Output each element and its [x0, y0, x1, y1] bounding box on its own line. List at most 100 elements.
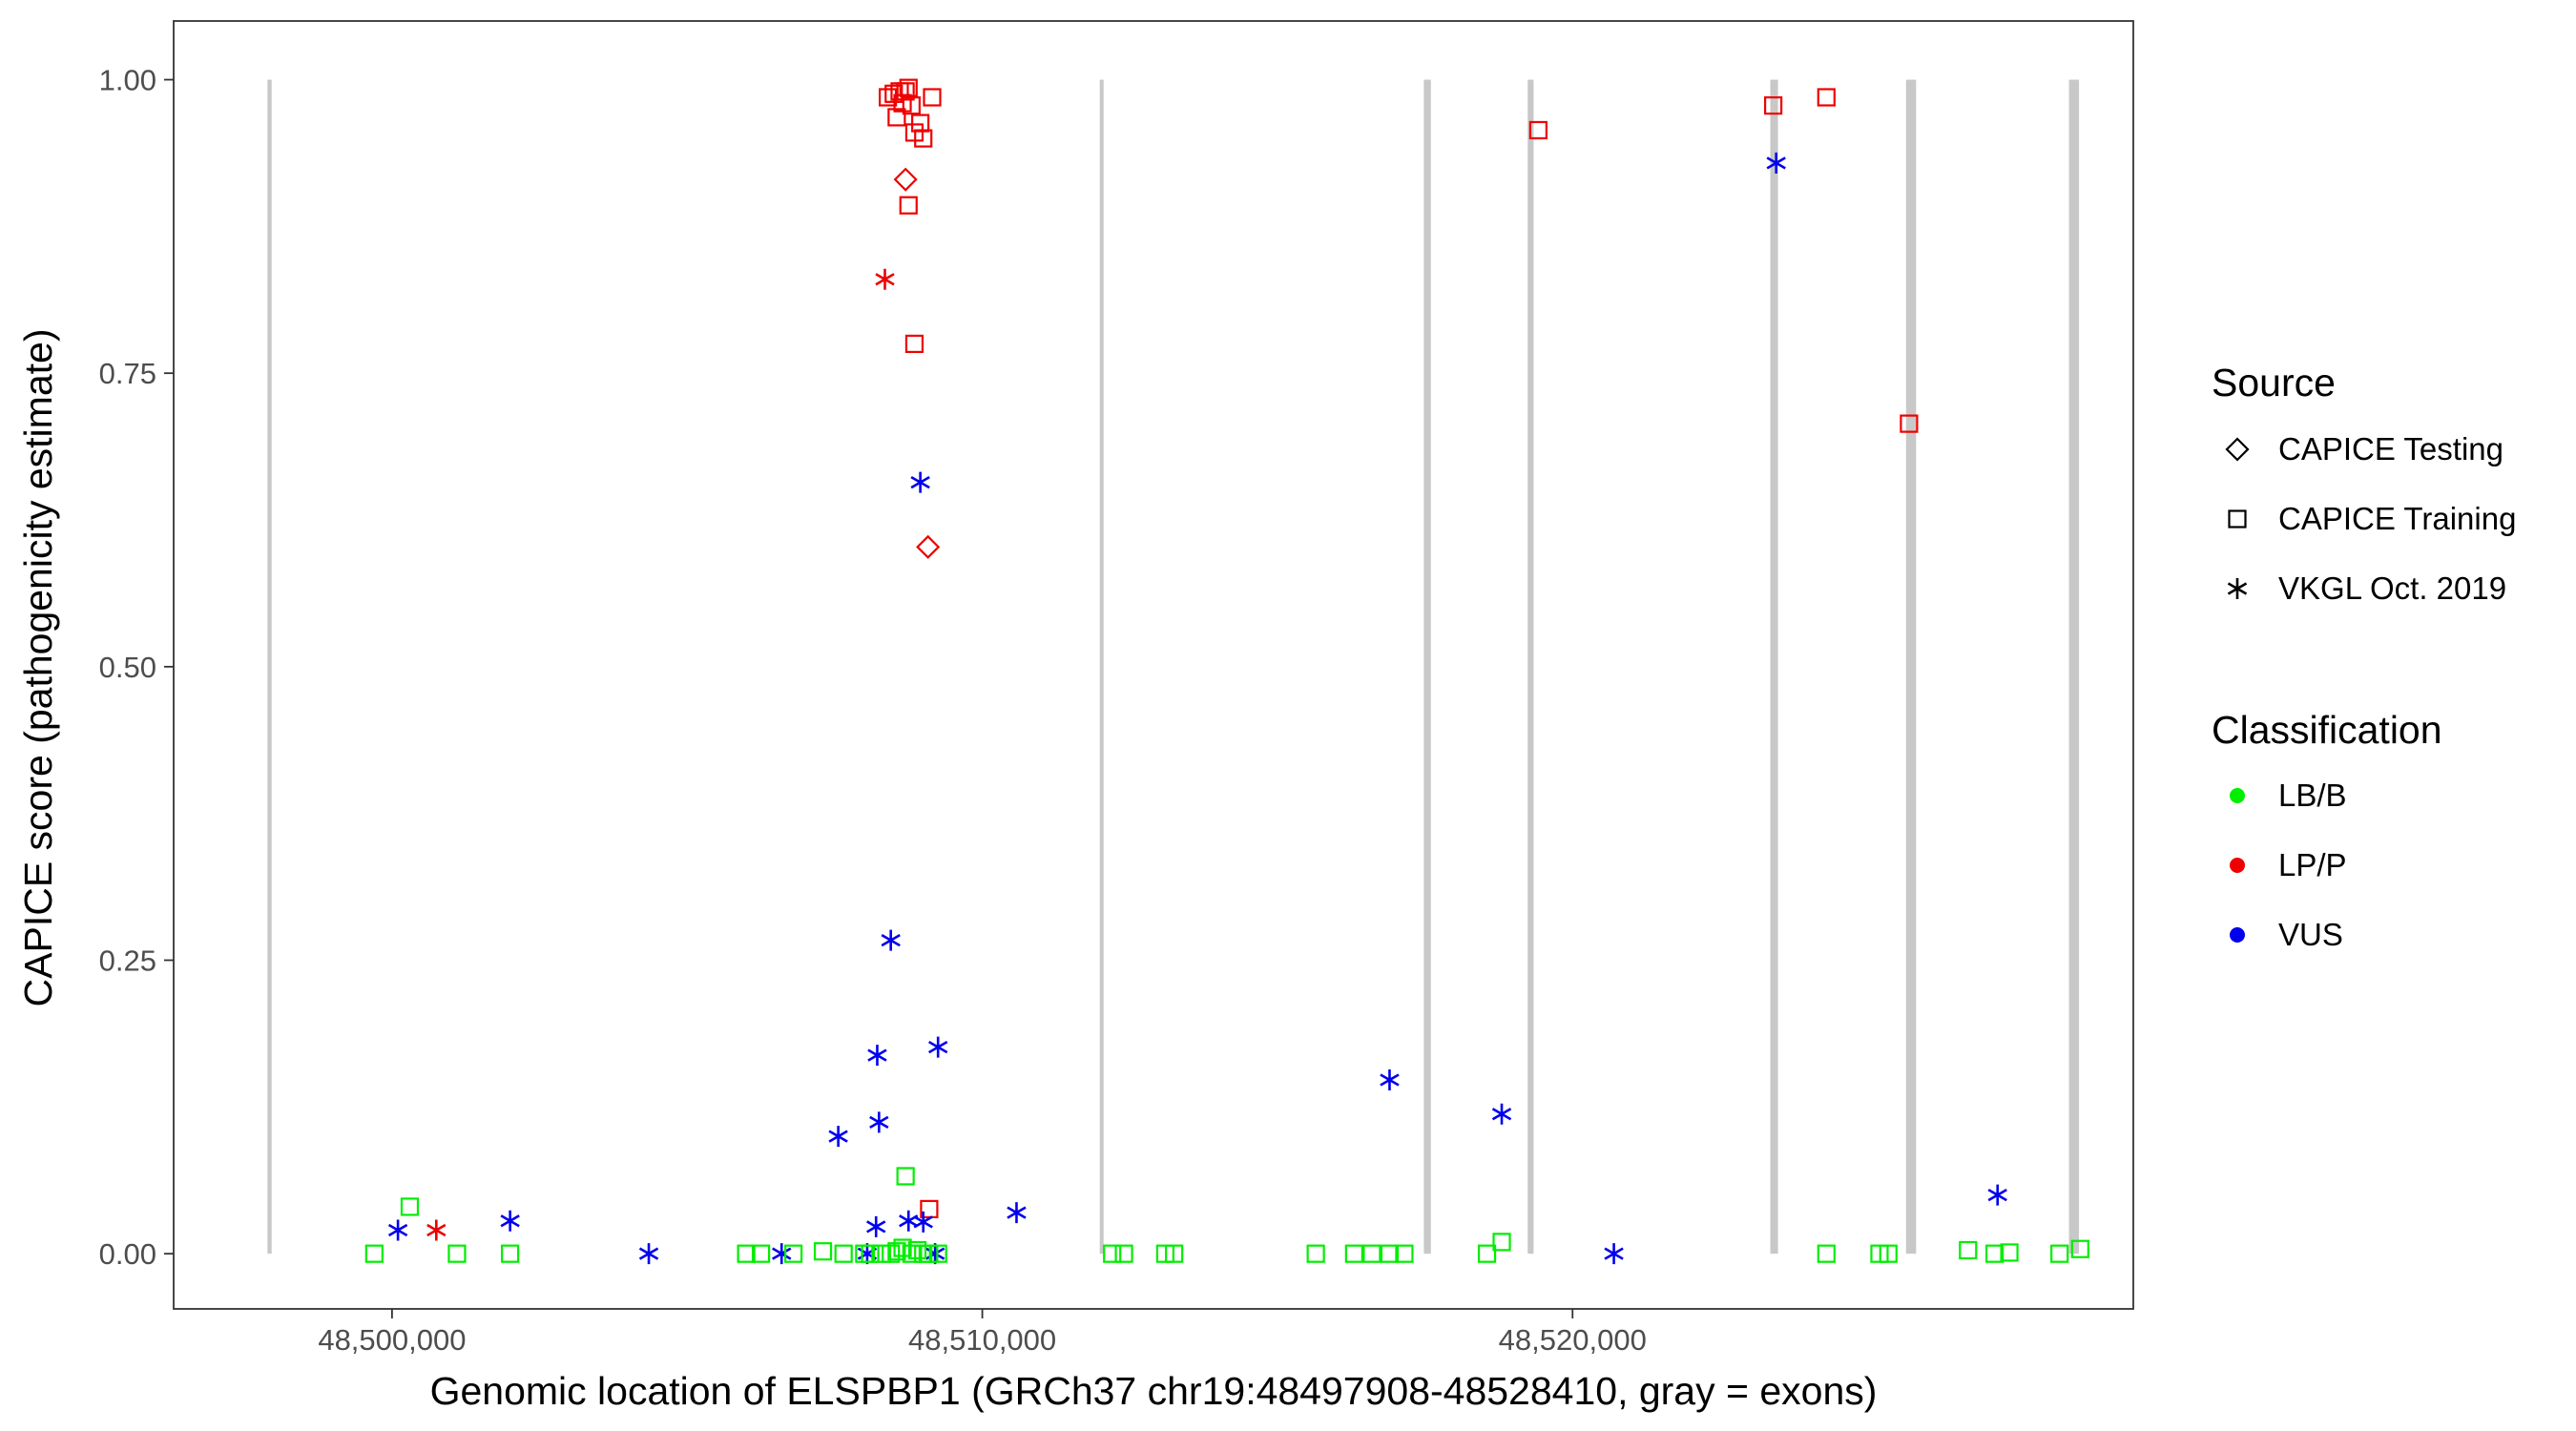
x-tick-label: 48,520,000 — [1499, 1323, 1647, 1357]
legend-class-key — [2230, 788, 2245, 803]
point-diamond-lpp — [893, 167, 918, 192]
point-square-lbb — [813, 1242, 833, 1261]
point-square-lbb — [2000, 1243, 2019, 1262]
point-asterisk-vus — [1766, 152, 1786, 174]
point-square-lbb — [1344, 1244, 1363, 1263]
legend-class-label: LB/B — [2278, 778, 2347, 813]
exon-band-5 — [1770, 79, 1778, 1255]
point-square-lbb — [907, 1240, 927, 1260]
y-axis: 0.00 0.25 0.50 0.75 1.00 — [99, 64, 174, 1271]
legend: Source CAPICE Testing CAPICE Training VKGL … — [2212, 361, 2516, 952]
point-square-lbb — [1959, 1240, 1978, 1260]
point-square-lbb — [1362, 1244, 1381, 1263]
point-asterisk-vus — [866, 1215, 886, 1237]
point-square-lpp — [914, 129, 933, 148]
point-square-lbb — [928, 1244, 947, 1263]
legend-classification-title: Classification — [2212, 708, 2442, 752]
point-square-lpp — [1900, 414, 1919, 433]
point-square-lbb — [1477, 1244, 1497, 1263]
exon-band-4 — [1527, 79, 1534, 1255]
point-square-lbb — [1395, 1244, 1414, 1263]
point-square-lbb — [1103, 1244, 1122, 1263]
point-asterisk-vus — [500, 1210, 520, 1232]
legend-class-key — [2230, 927, 2245, 943]
y-tick-label: 0.75 — [99, 357, 156, 390]
point-asterisk-vus — [910, 471, 930, 493]
point-square-lbb — [784, 1244, 803, 1263]
legend-source-label: CAPICE Testing — [2278, 431, 2503, 467]
point-square-lpp — [1764, 96, 1783, 115]
point-asterisk-vus — [1491, 1103, 1512, 1125]
data-points — [364, 78, 2089, 1265]
point-square-lbb — [882, 1244, 901, 1263]
plot-panel-border — [173, 20, 2134, 1310]
point-square-lbb — [2050, 1244, 2069, 1263]
point-asterisk-vus — [1007, 1202, 1027, 1224]
point-asterisk-lpp — [875, 268, 895, 290]
point-square-lbb — [1165, 1244, 1184, 1263]
y-tick-label: 1.00 — [99, 64, 156, 97]
point-square-lbb — [902, 1244, 921, 1263]
point-square-lbb — [2070, 1239, 2089, 1258]
legend-source-key-square — [2228, 509, 2247, 529]
exon-band-1 — [267, 79, 272, 1255]
point-square-lbb — [400, 1197, 420, 1216]
legend-source-key-asterisk — [2227, 578, 2248, 599]
point-square-lbb — [1114, 1244, 1133, 1263]
point-square-lpp — [887, 108, 906, 127]
exon-band-2 — [1099, 79, 1104, 1255]
x-tick-label: 48,500,000 — [318, 1323, 466, 1357]
exon-band-7 — [2068, 79, 2080, 1255]
point-asterisk-vus — [913, 1211, 933, 1233]
point-asterisk-lpp — [426, 1219, 447, 1241]
point-asterisk-vus — [1380, 1069, 1400, 1091]
point-square-lbb — [1817, 1244, 1836, 1263]
point-square-lpp — [904, 334, 924, 354]
exon-bands — [267, 79, 2080, 1255]
exon-band-6 — [1905, 79, 1917, 1255]
point-square-lpp — [923, 88, 942, 107]
point-square-lbb — [1492, 1233, 1511, 1252]
point-square-lbb — [1879, 1244, 1898, 1263]
point-asterisk-vus — [881, 929, 901, 951]
point-square-lbb — [737, 1244, 756, 1263]
point-asterisk-vus — [638, 1243, 659, 1265]
point-square-lbb — [861, 1244, 880, 1263]
point-square-lbb — [896, 1167, 915, 1186]
exon-band-3 — [1423, 79, 1431, 1255]
point-square-lbb — [751, 1244, 771, 1263]
point-square-lpp — [896, 82, 915, 101]
point-asterisk-vus — [928, 1036, 948, 1058]
point-square-lpp — [902, 96, 921, 115]
y-tick-label: 0.25 — [99, 944, 156, 978]
legend-class-label: VUS — [2278, 917, 2343, 952]
point-square-lbb — [364, 1244, 384, 1263]
y-tick-label: 0.00 — [99, 1237, 156, 1271]
point-square-lpp — [1817, 88, 1836, 107]
point-square-lpp — [1528, 120, 1548, 140]
y-axis-title: CAPICE score (pathogenicity estimate) — [16, 329, 60, 1007]
point-square-lbb — [1380, 1244, 1400, 1263]
point-asterisk-vus — [1604, 1243, 1624, 1265]
point-square-lbb — [447, 1244, 467, 1263]
point-asterisk-vus — [867, 1045, 887, 1067]
point-square-lpp — [878, 88, 898, 107]
point-asterisk-vus — [387, 1219, 408, 1241]
point-square-lbb — [887, 1242, 906, 1261]
point-asterisk-vus — [772, 1243, 792, 1265]
point-square-lbb — [501, 1244, 520, 1263]
point-square-lbb — [1306, 1244, 1325, 1263]
x-axis: 48,500,000 48,510,000 48,520,000 — [318, 1309, 1647, 1357]
y-tick-label: 0.50 — [99, 651, 156, 684]
point-diamond-lpp — [916, 534, 941, 559]
point-asterisk-vus — [828, 1126, 848, 1148]
point-asterisk-vus — [869, 1111, 889, 1133]
legend-class-label: LP/P — [2278, 847, 2347, 882]
point-square-lpp — [899, 196, 918, 215]
x-tick-label: 48,510,000 — [908, 1323, 1056, 1357]
point-square-lbb — [834, 1244, 853, 1263]
point-square-lbb — [1985, 1244, 2005, 1263]
legend-source-label: VKGL Oct. 2019 — [2278, 570, 2506, 606]
